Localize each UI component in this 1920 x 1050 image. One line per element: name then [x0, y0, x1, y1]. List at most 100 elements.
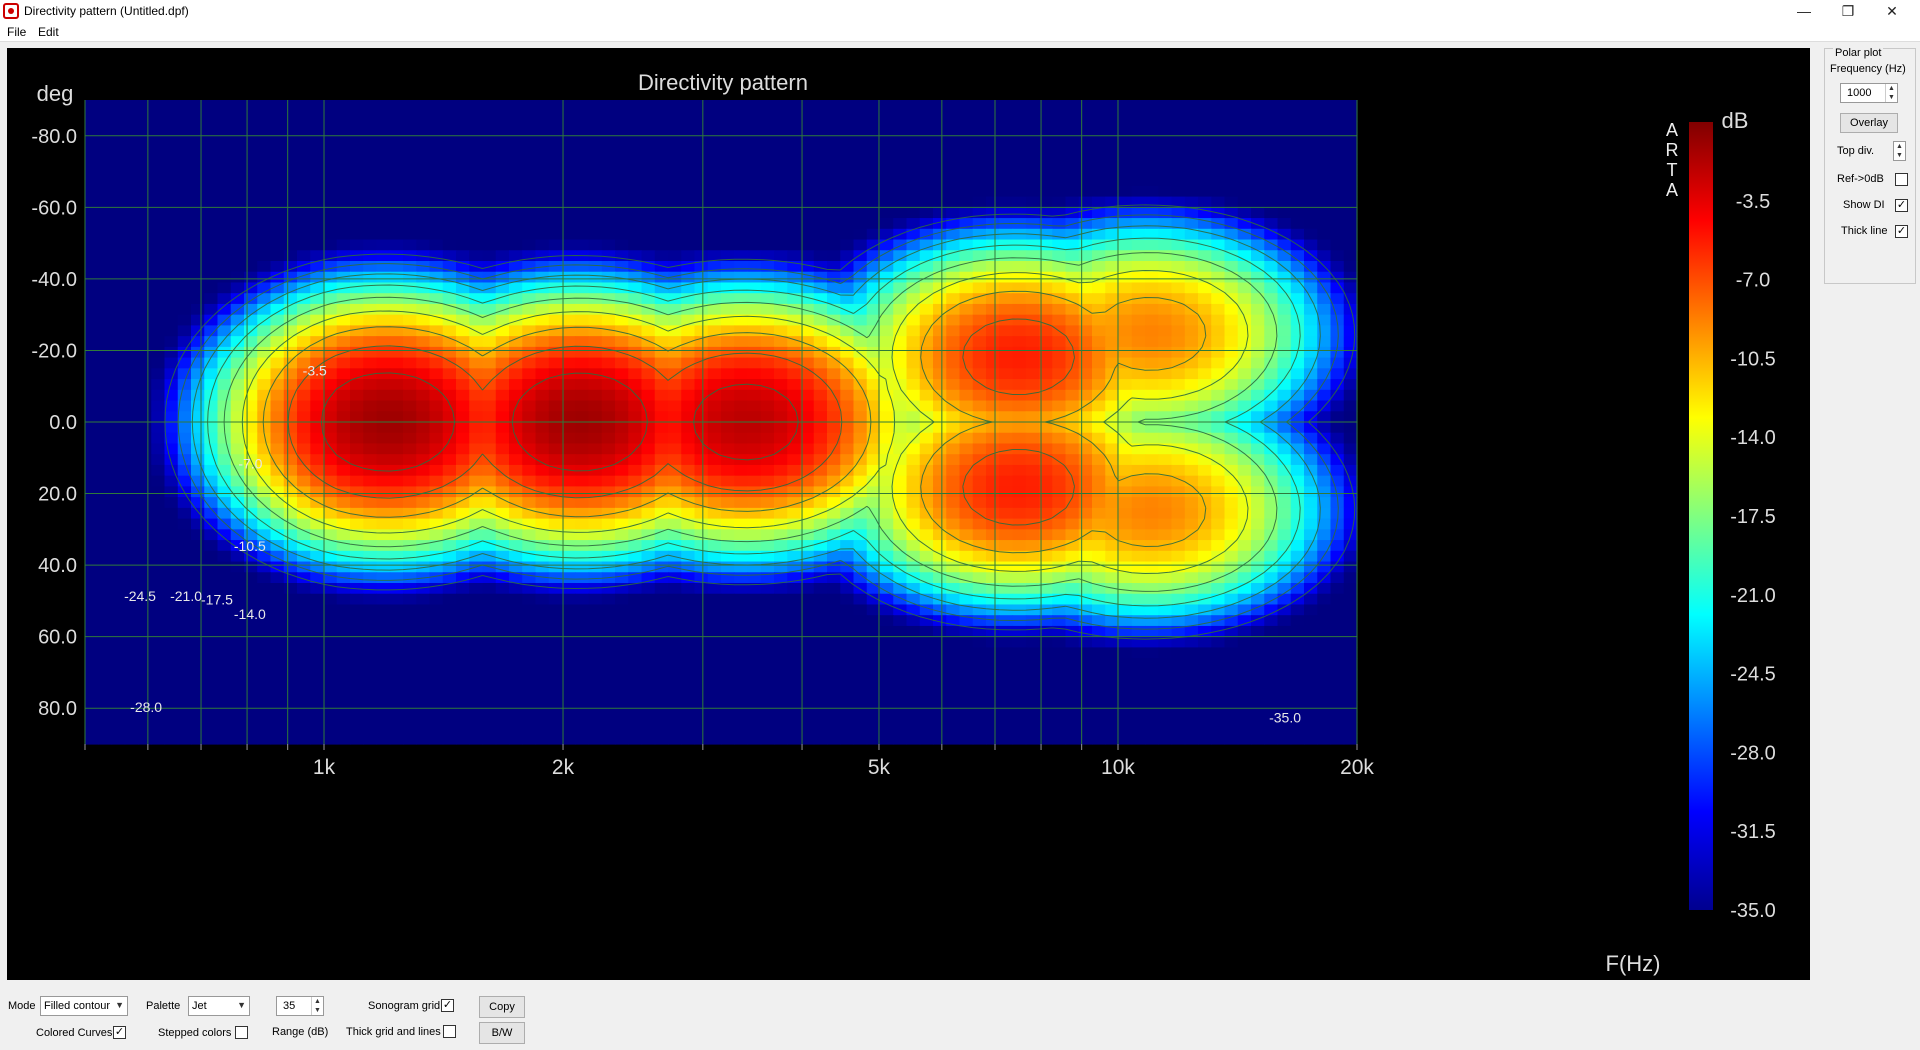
heatmap-cell	[681, 454, 696, 466]
heatmap-cell	[138, 507, 152, 520]
restore-button[interactable]: ❐	[1841, 3, 1855, 19]
heatmap-cell	[482, 464, 497, 477]
heatmap-cell	[270, 218, 285, 230]
heatmap-cell	[297, 422, 311, 434]
heatmap-cell	[1092, 647, 1106, 659]
heatmap-cell	[522, 271, 537, 284]
heatmap-cell	[813, 282, 828, 294]
heatmap-cell	[151, 422, 166, 434]
heatmap-cell	[1078, 110, 1093, 123]
heatmap-cell	[1251, 250, 1265, 262]
heatmap-cell	[774, 153, 788, 165]
heatmap-cell	[919, 121, 934, 133]
heatmap-cell	[124, 518, 139, 530]
heatmap-cell	[323, 100, 338, 112]
heatmap-cell	[244, 389, 258, 402]
heatmap-cell	[734, 239, 749, 251]
heatmap-cell	[244, 411, 258, 423]
heatmap-cell	[323, 400, 338, 412]
heatmap-cell	[482, 593, 497, 606]
heatmap-cell	[721, 529, 735, 541]
heatmap-cell	[244, 561, 258, 573]
heatmap-cell	[588, 615, 603, 627]
heatmap-cell	[429, 593, 444, 606]
heatmap-cell	[442, 636, 457, 648]
heatmap-cell	[906, 583, 921, 595]
heatmap-cell	[893, 572, 908, 584]
heatmap-cell	[403, 432, 417, 445]
heatmap-cell	[1198, 443, 1212, 455]
heatmap-cell	[575, 164, 590, 176]
heatmap-cell	[893, 529, 908, 541]
heatmap-cell	[1171, 368, 1186, 380]
heatmap-cell	[694, 357, 709, 369]
heatmap-cell	[628, 593, 643, 606]
heatmap-cell	[972, 261, 987, 273]
heatmap-cell	[509, 368, 523, 380]
heatmap-cell	[257, 518, 272, 530]
heatmap-cell	[575, 454, 590, 466]
heatmap-cell	[111, 529, 126, 541]
heatmap-cell	[721, 422, 735, 434]
heatmap-cell	[721, 142, 735, 155]
heatmap-cell	[1251, 261, 1265, 273]
heatmap-cell	[760, 572, 775, 584]
heatmap-cell	[482, 604, 497, 616]
heatmap-cell	[1251, 368, 1265, 380]
heatmap-cell	[1145, 164, 1159, 176]
heatmap-cell	[138, 261, 152, 273]
heatmap-cell	[1145, 507, 1159, 520]
heatmap-cell	[562, 615, 576, 627]
heatmap-cell	[1304, 175, 1318, 187]
close-button[interactable]: ✕	[1886, 3, 1898, 19]
heatmap-cell	[787, 550, 802, 563]
heatmap-cell	[1237, 207, 1252, 219]
heatmap-cell	[151, 303, 166, 316]
heatmap-cell	[495, 110, 510, 123]
heatmap-cell	[946, 132, 961, 144]
heatmap-cell	[853, 443, 868, 455]
minimize-button[interactable]: —	[1797, 3, 1811, 19]
heatmap-cell	[1131, 636, 1146, 648]
heatmap-cell	[535, 389, 550, 402]
heatmap-cell	[840, 110, 855, 123]
heatmap-cell	[1304, 100, 1318, 112]
heatmap-cell	[1251, 164, 1265, 176]
heatmap-cell	[363, 100, 378, 112]
heatmap-cell	[297, 432, 311, 445]
heatmap-cell	[1039, 604, 1053, 616]
heatmap-cell	[164, 218, 179, 230]
heatmap-cell	[111, 432, 126, 445]
heatmap-cell	[323, 218, 338, 230]
heatmap-cell	[641, 507, 656, 520]
heatmap-cell	[1145, 282, 1159, 294]
heatmap-cell	[350, 153, 364, 165]
heatmap-cell	[204, 185, 219, 198]
heatmap-cell	[124, 615, 139, 627]
heatmap-cell	[283, 464, 298, 477]
heatmap-cell	[204, 550, 219, 563]
heatmap-cell	[469, 507, 484, 520]
heatmap-cell	[853, 636, 868, 648]
heatmap-cell	[217, 250, 232, 262]
heatmap-cell	[641, 153, 656, 165]
heatmap-cell	[85, 228, 99, 241]
menu-file[interactable]: File	[7, 25, 27, 39]
heatmap-cell	[562, 550, 576, 563]
heatmap-cell	[482, 572, 497, 584]
heatmap-cell	[151, 282, 166, 294]
menu-edit[interactable]: Edit	[38, 25, 59, 39]
heatmap-cell	[853, 336, 868, 348]
heatmap-cell	[310, 507, 325, 520]
heatmap-cell	[1039, 185, 1053, 198]
heatmap-cell	[654, 325, 669, 337]
heatmap-cell	[1343, 185, 1358, 198]
heatmap-cell	[880, 400, 894, 412]
directivity-plot[interactable]: -28.0 -3.5 -7.0 -10.5 -24.5 -21.0 -17.5 -14.0 -3…	[7, 48, 1810, 980]
heatmap-cell	[217, 142, 232, 155]
heatmap-cell	[1065, 561, 1080, 573]
heatmap-cell	[681, 336, 696, 348]
heatmap-cell	[1251, 228, 1265, 241]
heatmap-cell	[1198, 529, 1212, 541]
heatmap-cell	[919, 572, 934, 584]
